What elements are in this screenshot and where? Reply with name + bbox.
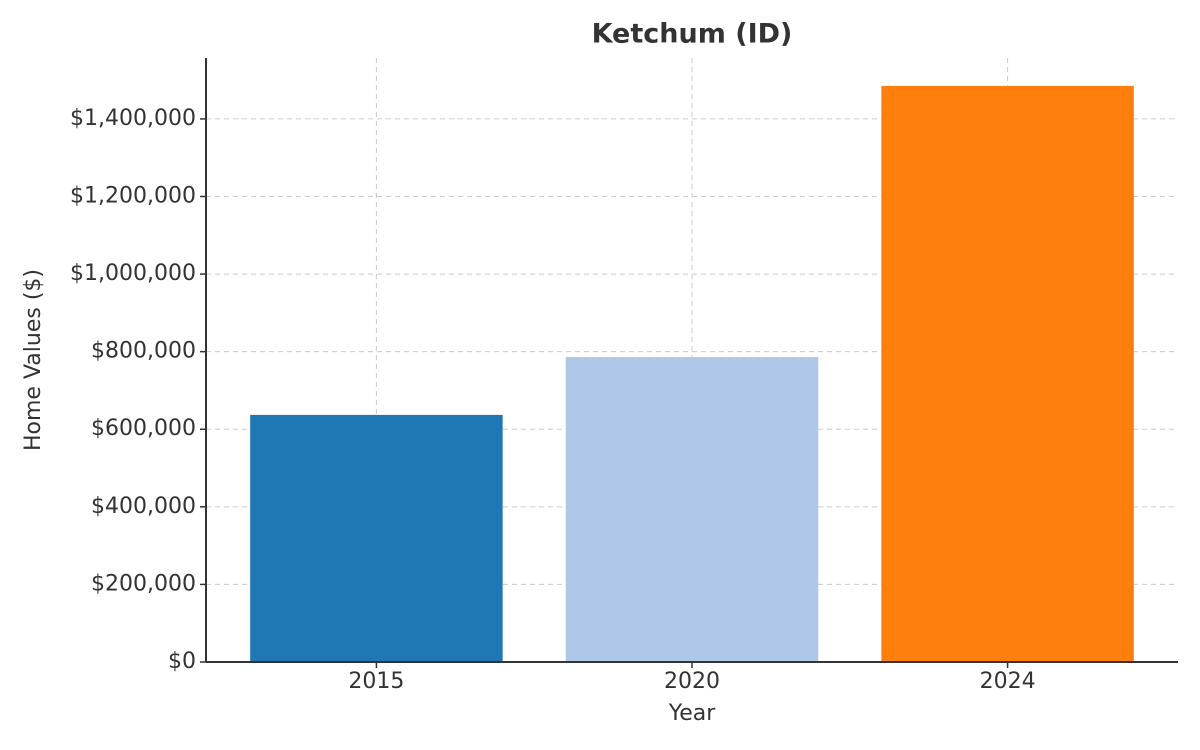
x-axis-label: Year [668,701,717,726]
y-axis-label: Home Values ($) [21,269,46,451]
y-tick-label: $200,000 [91,571,196,596]
y-tick-label: $1,000,000 [70,261,196,286]
y-tick-label: $400,000 [91,494,196,519]
x-tick-label: 2015 [348,669,404,694]
y-tick-label: $600,000 [91,416,196,441]
y-tick-label: $0 [168,649,196,674]
bar [250,414,503,662]
bar [881,85,1134,662]
x-tick-label: 2020 [664,669,720,694]
x-tick-label: 2024 [980,669,1036,694]
y-tick-label: $800,000 [91,339,196,364]
bar [565,357,819,662]
y-tick-label: $1,400,000 [70,106,196,131]
chart-title: Ketchum (ID) [592,19,793,50]
y-tick-label: $1,200,000 [70,183,196,208]
